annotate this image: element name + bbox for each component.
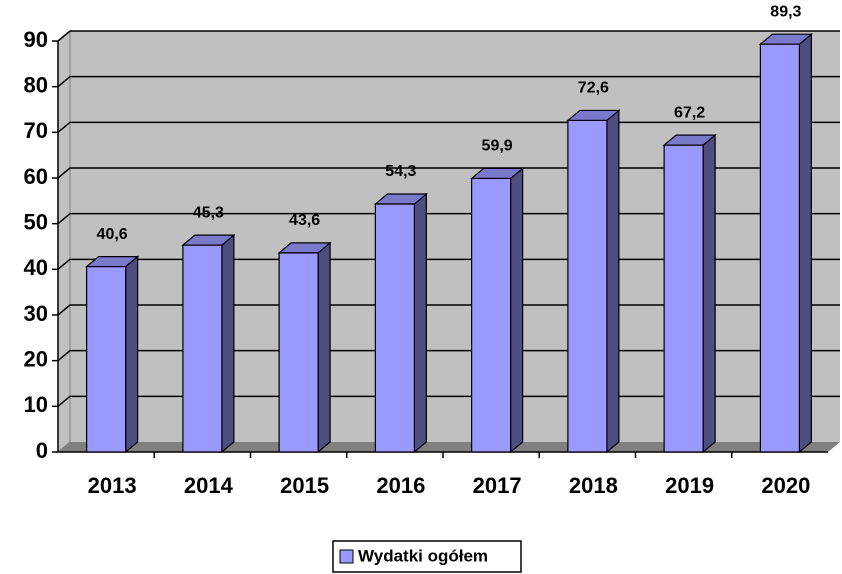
bar-side	[702, 133, 716, 454]
bar-side	[510, 167, 524, 454]
x-tick-label: 2013	[88, 473, 137, 498]
y-tick-label: 0	[36, 438, 48, 463]
bar-front	[567, 119, 608, 453]
value-label: 67,2	[674, 104, 705, 121]
bar-front	[471, 177, 512, 453]
bar	[566, 109, 621, 454]
bar-side	[798, 32, 812, 454]
x-tick-label: 2016	[376, 473, 425, 498]
x-tick-label: 2020	[761, 473, 810, 498]
side-wall	[57, 29, 71, 454]
y-tick-label: 50	[24, 209, 48, 234]
bar	[758, 32, 814, 454]
floor	[58, 442, 840, 452]
value-label: 54,3	[385, 163, 416, 180]
y-tick-label: 20	[24, 346, 48, 371]
value-label: 72,6	[578, 80, 609, 97]
x-tick-label: 2018	[569, 473, 618, 498]
bar-front	[663, 144, 704, 453]
y-tick-label: 40	[24, 255, 48, 280]
bar	[181, 233, 236, 454]
x-tick-label: 2019	[665, 473, 714, 498]
x-tick-label: 2014	[184, 473, 234, 498]
legend-label: Wydatki ogółem	[358, 546, 488, 565]
bar-side	[317, 241, 331, 454]
bar-side	[125, 255, 139, 454]
bar-side	[221, 233, 235, 454]
bar	[373, 192, 429, 454]
grid-line	[57, 75, 840, 88]
bar	[84, 255, 140, 454]
bar	[469, 167, 525, 454]
value-label: 59,9	[482, 138, 513, 155]
y-tick-label: 60	[24, 164, 48, 189]
grid-line	[57, 30, 840, 42]
bar	[662, 133, 717, 454]
y-tick-label: 10	[24, 392, 48, 417]
y-tick-label: 30	[24, 301, 48, 326]
bar-front	[759, 43, 800, 453]
y-tick-label: 80	[24, 72, 48, 97]
value-label: 89,3	[770, 3, 801, 20]
y-tick-label: 90	[24, 27, 48, 52]
x-tick-label: 2017	[473, 473, 522, 498]
y-tick-label: 70	[24, 118, 48, 143]
bar-front	[86, 265, 127, 453]
bar-side	[606, 109, 620, 454]
value-label: 43,6	[289, 212, 320, 229]
back-wall	[70, 31, 840, 442]
legend	[332, 540, 522, 573]
x-tick-label: 2015	[280, 473, 329, 498]
value-label: 40,6	[97, 226, 128, 243]
value-label: 45,3	[193, 204, 224, 221]
bar-front	[278, 252, 319, 453]
bar-side	[413, 192, 427, 454]
bar-front	[374, 203, 415, 453]
bar	[277, 241, 332, 454]
legend-marker	[339, 549, 354, 564]
bar-front	[182, 244, 223, 453]
